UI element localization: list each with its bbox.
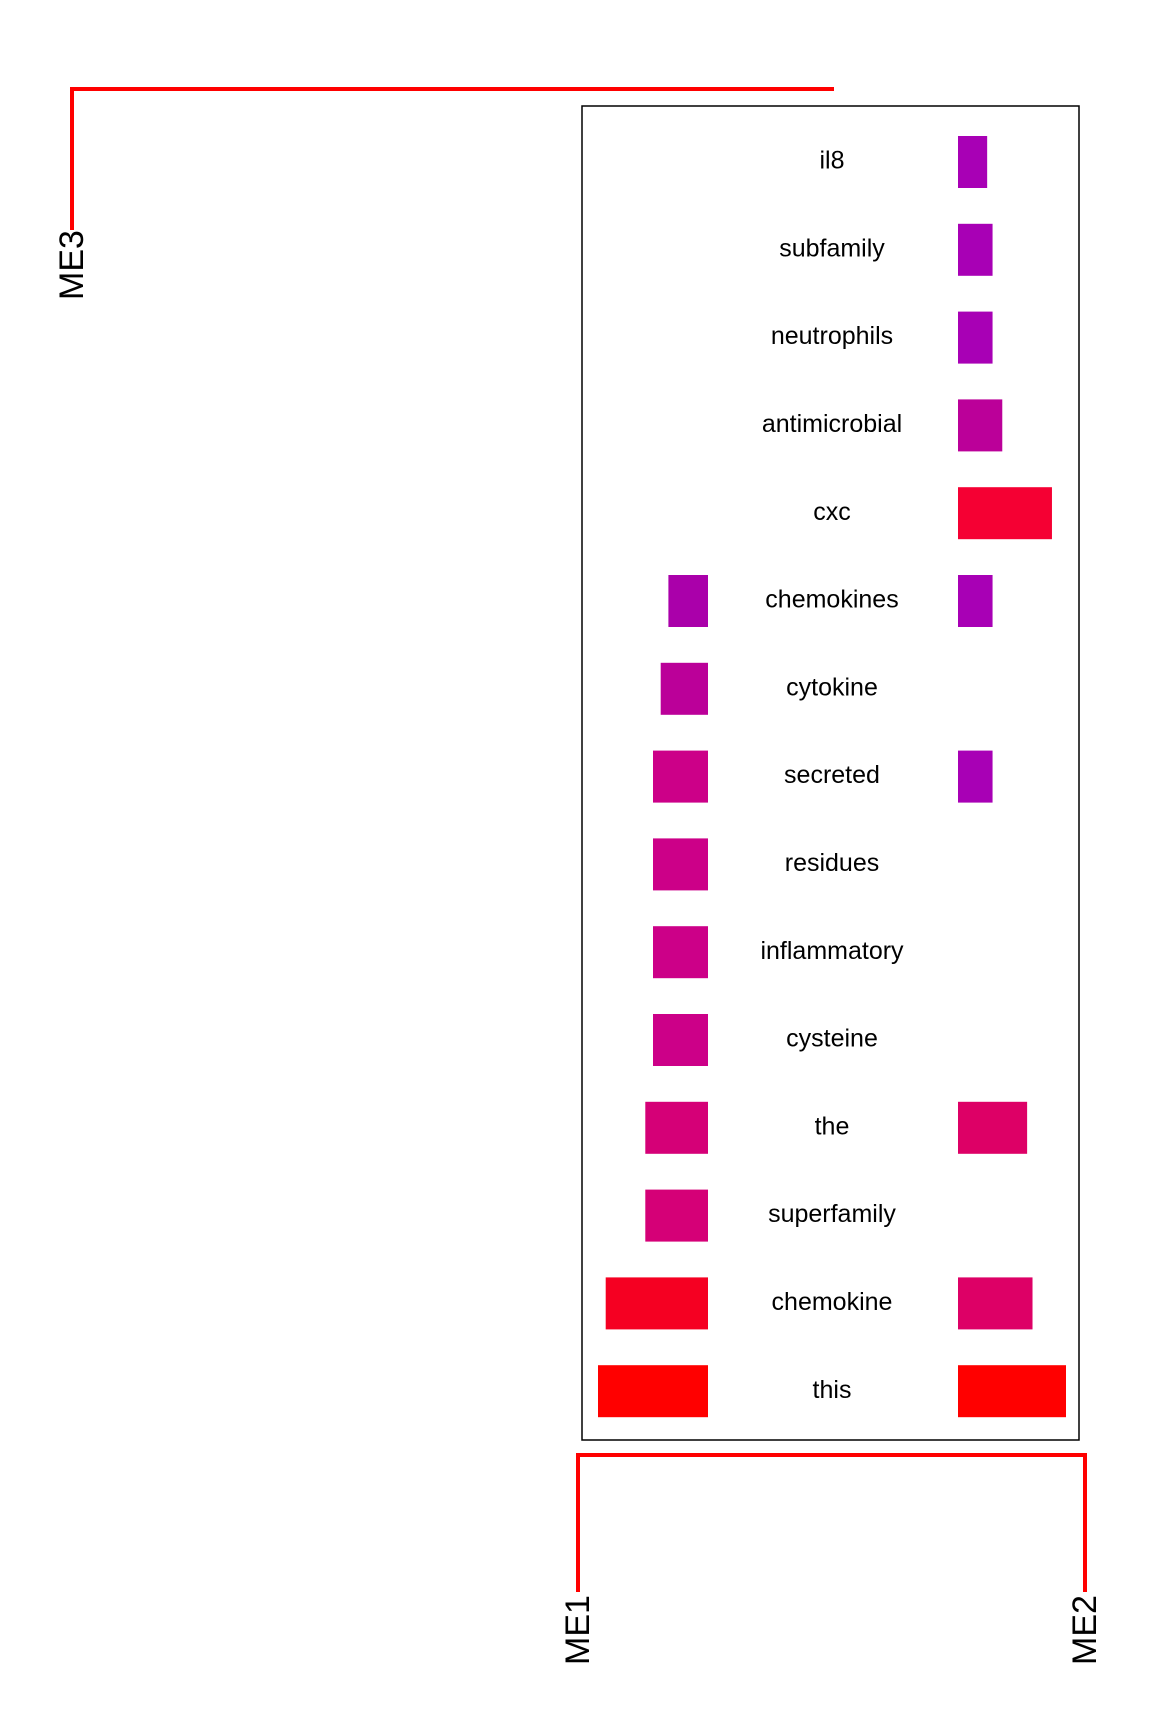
- bottom-dendrogram: ME1 ME2: [559, 1453, 1104, 1665]
- term-label-residues: residues: [785, 849, 880, 877]
- me1-bars: [598, 575, 708, 1418]
- term-label-cysteine: cysteine: [786, 1025, 878, 1053]
- me2-bar-chemokine: [958, 1277, 1033, 1330]
- term-label-neutrophils: neutrophils: [771, 322, 893, 350]
- me2-bar-il8: [958, 136, 988, 188]
- me1-bar-chemokine: [605, 1277, 708, 1330]
- me1-bar-secreted: [653, 750, 708, 803]
- me2-bar-the: [958, 1101, 1028, 1154]
- leaf-label-me1: ME1: [559, 1595, 597, 1665]
- me2-bar-neutrophils: [958, 311, 993, 364]
- term-label-subfamily: subfamily: [779, 234, 885, 262]
- me2-bars: [958, 136, 1066, 1418]
- me2-bar-subfamily: [958, 223, 993, 276]
- term-label-il8: il8: [819, 147, 844, 175]
- me1-bar-residues: [653, 838, 708, 891]
- term-labels: il8 subfamily neutrophils antimicrobial cxc c…: [760, 147, 904, 1404]
- me2-bar-chemokines: [958, 575, 993, 627]
- me1-bar-this: [598, 1365, 708, 1418]
- me2-bar-cxc: [958, 487, 1052, 540]
- me1-bar-inflammatory: [653, 926, 708, 979]
- me1-bar-superfamily: [645, 1189, 708, 1242]
- term-label-antimicrobial: antimicrobial: [762, 410, 902, 438]
- term-label-superfamily: superfamily: [768, 1200, 896, 1228]
- top-dendrogram: ME3: [53, 87, 834, 300]
- me2-bar-antimicrobial: [958, 399, 1003, 452]
- me1-bar-cysteine: [653, 1014, 708, 1066]
- term-label-cytokine: cytokine: [786, 673, 878, 701]
- plot-frame: [581, 105, 1080, 1441]
- bottom-dendrogram-branch: [576, 1453, 1087, 1592]
- me1-bar-the: [645, 1101, 708, 1154]
- term-label-this: this: [813, 1376, 852, 1404]
- term-label-secreted: secreted: [784, 761, 880, 789]
- top-dendrogram-branch: [70, 87, 834, 230]
- term-label-chemokines: chemokines: [765, 586, 898, 614]
- term-label-the: the: [815, 1112, 850, 1140]
- term-label-inflammatory: inflammatory: [760, 937, 904, 965]
- leaf-label-me3: ME3: [53, 230, 91, 300]
- me2-bar-secreted: [958, 750, 993, 803]
- term-label-cxc: cxc: [813, 498, 851, 526]
- term-label-chemokine: chemokine: [772, 1288, 893, 1316]
- me2-bar-this: [958, 1365, 1066, 1418]
- me1-bar-cytokine: [660, 662, 708, 715]
- leaf-label-me2: ME2: [1066, 1595, 1104, 1665]
- me1-bar-chemokines: [668, 575, 708, 627]
